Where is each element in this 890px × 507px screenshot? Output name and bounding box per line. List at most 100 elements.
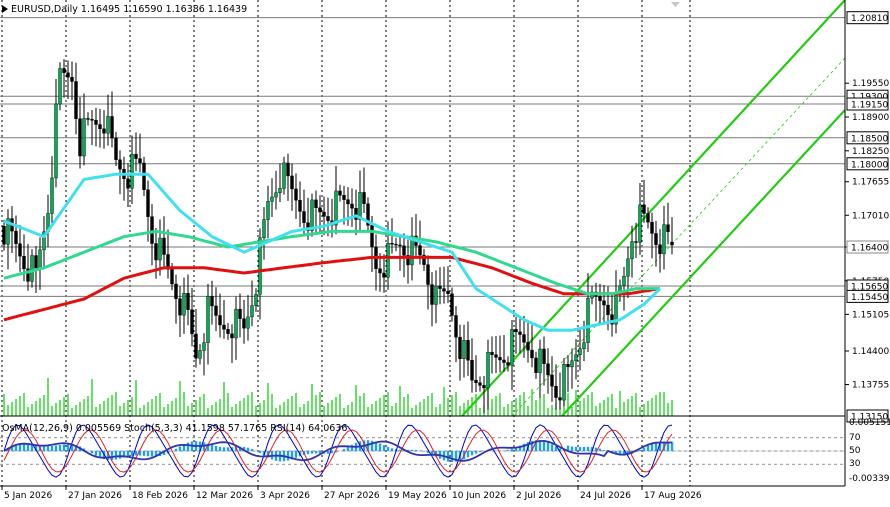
shift-marker-icon[interactable] xyxy=(671,2,680,7)
price-level-label-box xyxy=(846,240,889,254)
candle-body xyxy=(390,243,394,245)
price-level-label: 1.13150 xyxy=(851,413,888,423)
candle-body xyxy=(338,190,342,196)
candle-body xyxy=(650,221,654,234)
time-tick-label: 5 Jan 2026 xyxy=(4,491,52,501)
candle-body xyxy=(502,359,506,363)
ema-green-line[interactable] xyxy=(3,229,660,296)
candle-body xyxy=(490,351,494,355)
channel-line[interactable] xyxy=(561,109,846,417)
candle-body xyxy=(566,364,570,368)
candle-body xyxy=(666,224,670,232)
candle-body xyxy=(250,305,254,318)
candle-body xyxy=(626,258,630,277)
trend-channel xyxy=(461,0,846,417)
time-axis[interactable]: 5 Jan 2026 27 Jan 2026 18 Feb 2026 12 Mar 2… xyxy=(1,486,702,501)
candle-body xyxy=(214,305,218,316)
ema-cyan-line[interactable] xyxy=(3,172,662,332)
channel-line[interactable] xyxy=(461,0,846,417)
price-level-label: 1.20810 xyxy=(851,14,888,24)
candle-body xyxy=(602,300,606,306)
candle-body xyxy=(170,269,174,285)
candle-body xyxy=(242,318,246,329)
time-tick-label: 24 Jul 2026 xyxy=(580,491,631,501)
time-tick-label: 27 Jan 2026 xyxy=(68,491,122,501)
price-level-label-box xyxy=(846,157,889,171)
rsi-line xyxy=(3,439,673,462)
candle-body xyxy=(354,208,358,220)
candle-body xyxy=(238,308,242,319)
indicator-axis-label: 70 xyxy=(849,433,861,443)
candle-body xyxy=(298,199,302,212)
time-tick-label: 27 Apr 2026 xyxy=(324,491,380,501)
candle-body xyxy=(586,297,590,343)
time-tick-label: 2 Jul 2026 xyxy=(516,491,561,501)
candle-body xyxy=(246,316,250,329)
candle-body xyxy=(386,243,390,278)
price-tick-label: 1.15105 xyxy=(852,310,889,320)
price-axis[interactable]: 1.19550 1.18900 1.18250 1.17655 1.17010 1.164… xyxy=(845,11,889,423)
indicator-axis-label: 50 xyxy=(849,446,861,456)
candle-body xyxy=(546,363,550,376)
candle-body xyxy=(270,196,274,202)
candle-body xyxy=(406,255,410,266)
time-tick-label: 19 May 2026 xyxy=(388,491,447,501)
candle-body xyxy=(658,244,662,255)
candle-body xyxy=(514,329,518,333)
candle-body xyxy=(66,72,70,78)
indicator-pane xyxy=(0,424,845,478)
candle-body xyxy=(150,216,154,244)
candle-body xyxy=(102,128,106,134)
candle-body xyxy=(530,349,534,359)
candle-body xyxy=(454,315,458,338)
time-tick-label: 18 Feb 2026 xyxy=(132,491,188,501)
candle-body xyxy=(306,222,310,231)
candle-body xyxy=(14,230,18,244)
candle-body xyxy=(42,231,46,251)
chart-grid xyxy=(1,0,691,486)
candle-body xyxy=(582,342,586,349)
candle-body xyxy=(350,203,354,209)
candle-body xyxy=(234,308,238,339)
candle-body xyxy=(226,329,230,334)
candle-body xyxy=(570,360,574,368)
candle-body xyxy=(286,162,290,177)
ema-red-line[interactable] xyxy=(3,255,661,322)
candle-body xyxy=(670,241,674,246)
price-tick-label: 1.18250 xyxy=(852,147,889,157)
candle-body xyxy=(450,293,454,316)
price-tick-label: 1.13755 xyxy=(852,381,889,391)
candle-body xyxy=(266,201,270,220)
candle-body xyxy=(578,348,582,355)
candle-body xyxy=(378,268,382,274)
candle-body xyxy=(522,334,526,343)
candle-body xyxy=(562,364,566,401)
candle-body xyxy=(210,296,214,307)
price-level-label-box xyxy=(846,131,889,145)
candle-body xyxy=(474,379,478,383)
candle-body xyxy=(38,249,42,269)
candle-body xyxy=(654,233,658,245)
candle-body xyxy=(470,360,474,381)
candle-body xyxy=(398,244,402,247)
candle-body xyxy=(326,216,330,221)
candle-body xyxy=(310,199,314,231)
candle-body xyxy=(482,385,486,389)
price-level-label: 1.18000 xyxy=(851,160,888,170)
candle-body xyxy=(318,207,322,213)
candle-body xyxy=(142,162,146,191)
candle-body xyxy=(486,351,490,389)
price-level-label-box xyxy=(846,97,889,111)
candle-body xyxy=(598,296,602,301)
time-tick-label: 3 Apr 2026 xyxy=(260,491,310,501)
candle-body xyxy=(366,203,370,226)
candle-body xyxy=(174,283,178,299)
candle-body xyxy=(146,189,150,217)
candle-body xyxy=(198,350,202,359)
price-level-label-box xyxy=(846,289,889,303)
candle-body xyxy=(558,397,562,401)
candle-body xyxy=(342,195,346,200)
candle-body xyxy=(70,76,74,82)
